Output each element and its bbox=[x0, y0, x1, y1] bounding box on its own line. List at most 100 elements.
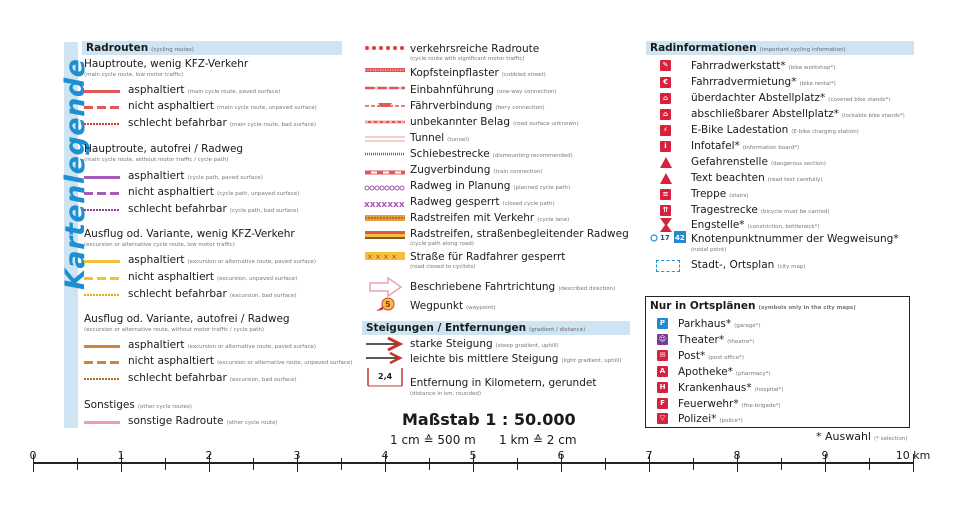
scale-major-tick bbox=[121, 454, 122, 472]
scale-minor-tick bbox=[253, 458, 254, 470]
scale-major-tick bbox=[385, 454, 386, 472]
hospital-icon: H bbox=[657, 382, 668, 393]
symbol-other-route bbox=[84, 421, 120, 424]
parking-icon: P bbox=[657, 318, 668, 329]
scale-major-tick bbox=[561, 454, 562, 472]
legend-item: Radweg in Planung (planned cycle path) bbox=[410, 180, 571, 192]
scale-major-tick bbox=[33, 454, 34, 472]
legend-item: nicht asphaltiert (cycle path, unpaved su… bbox=[128, 186, 300, 198]
legend-item: Apotheke* (pharmacy*) bbox=[678, 366, 771, 378]
group-title: Hauptroute, autofrei / Radweg bbox=[84, 143, 244, 155]
scale-tick-label: 0 bbox=[29, 449, 37, 462]
group-title: Ausflug od. Variante, wenig KFZ-Verkehr bbox=[84, 228, 295, 240]
cycle-lane-symbol bbox=[365, 215, 405, 221]
legend-item: verkehrsreiche Radroute bbox=[410, 43, 540, 55]
legend-item: abschließbarer Abstellplatz* (lockable bi… bbox=[691, 108, 905, 120]
scale-major-tick bbox=[649, 454, 650, 472]
legend-item: Kopfsteinpflaster (cobbled street) bbox=[410, 67, 546, 79]
scale-conversion-cm: 1 cm ≙ 500 m bbox=[390, 433, 476, 447]
scale-tick-label: 8 bbox=[733, 449, 741, 462]
symbol-main-unpaved bbox=[84, 106, 120, 109]
legend-item: Stadt-, Ortsplan (city map) bbox=[691, 259, 806, 271]
danger-icon bbox=[660, 157, 672, 168]
item-sub: (road closed to cyclists) bbox=[410, 264, 476, 270]
scale-minor-tick bbox=[869, 458, 870, 470]
light-gradient-icon bbox=[366, 351, 403, 365]
svg-text:× × × ×: × × × × bbox=[367, 253, 397, 261]
scale-title: Maßstab 1 : 50.000 bbox=[402, 410, 576, 429]
scale-minor-tick bbox=[165, 458, 166, 470]
item-sub: (distance in km, rounded) bbox=[410, 391, 481, 397]
scale-minor-tick bbox=[341, 458, 342, 470]
symbol-excursion-bad bbox=[84, 294, 120, 296]
train-symbol bbox=[365, 170, 405, 175]
scale-major-tick bbox=[913, 454, 914, 472]
legend-item: asphaltiert (excursion or alternative rou… bbox=[128, 254, 317, 266]
scale-minor-tick bbox=[517, 458, 518, 470]
legend-item: Gefahrenstelle (dangerous section) bbox=[691, 156, 826, 168]
header-sub: (important cycling information) bbox=[759, 47, 846, 53]
header-gradients: Steigungen / Entfernungen (gradient / dis… bbox=[362, 321, 630, 335]
legend-item: nicht asphaltiert (excursion, unpaved sur… bbox=[128, 271, 298, 283]
scale-major-tick bbox=[297, 454, 298, 472]
group-sub: (excursion or alternative cycle route, l… bbox=[84, 242, 235, 248]
legend-item: überdachter Abstellplatz* (covered bike s… bbox=[691, 92, 891, 104]
header-cycling-info: Radinformationen (important cycling infor… bbox=[646, 41, 914, 55]
node-number-icon: 17 42 bbox=[650, 231, 686, 243]
covered-parking-icon: ⌂ bbox=[660, 93, 671, 104]
scale-major-tick bbox=[737, 454, 738, 472]
waypoint-icon: 5 bbox=[376, 297, 395, 311]
symbol-path-bad bbox=[84, 209, 120, 211]
gradient-symbols: 2,4 bbox=[366, 336, 404, 387]
group-title: Sonstiges (other cycle routes) bbox=[84, 399, 192, 411]
city-map-symbols-box bbox=[645, 296, 910, 428]
pharmacy-icon: A bbox=[657, 366, 668, 377]
legend-item: Schiebestrecke (dismounting recommended) bbox=[410, 148, 573, 160]
post-icon: ✉ bbox=[657, 350, 668, 361]
header-sub: (cycling routes) bbox=[151, 47, 194, 53]
legend-item: starke Steigung (steep gradient, uphill) bbox=[410, 338, 559, 350]
scale-tick-label: 5 bbox=[469, 449, 477, 462]
legend-item: schlecht befahrbar (excursion, bad surfac… bbox=[128, 372, 297, 384]
selection-note: * Auswahl (* selection) bbox=[816, 430, 908, 443]
legend-item: E-Bike Ladestation (E-bike charging stati… bbox=[691, 124, 859, 136]
legend-item: Fahrradwerkstatt* (bike workshop*) bbox=[691, 60, 836, 72]
carry-icon: ⇈ bbox=[660, 205, 671, 216]
group-title: Ausflug od. Variante, autofrei / Radweg bbox=[84, 313, 290, 325]
header-label: Steigungen / Entfernungen bbox=[366, 322, 527, 334]
symbol-path-paved bbox=[84, 176, 120, 179]
road-path-symbol bbox=[365, 231, 405, 239]
node-number-b: 42 bbox=[675, 234, 685, 242]
legend-item: schlecht befahrbar (cycle path, bad surfa… bbox=[128, 203, 299, 215]
item-sub: (cycle route with significant motor traf… bbox=[410, 56, 525, 62]
scale-tick-label: 2 bbox=[205, 449, 213, 462]
symbol-path-unpaved bbox=[84, 192, 120, 195]
theater-icon: ☺ bbox=[657, 334, 668, 345]
scale-minor-tick bbox=[605, 458, 606, 470]
scale-major-tick bbox=[209, 454, 210, 472]
text-note-icon bbox=[660, 173, 672, 184]
distance-icon: 2,4 bbox=[367, 368, 403, 387]
legend-item: Text beachten (read text carefully) bbox=[691, 172, 823, 184]
cobble-symbol bbox=[365, 68, 405, 72]
legend-item: Radstreifen, straßenbegleitender Radweg bbox=[410, 228, 629, 240]
ferry-symbol bbox=[365, 103, 405, 107]
legend-item: Krankenhaus* (hospital*) bbox=[678, 382, 784, 394]
scale-tick-label: 9 bbox=[821, 449, 829, 462]
header-sub: (gradient / distance) bbox=[529, 327, 586, 333]
scale-minor-tick bbox=[693, 458, 694, 470]
scale-tick-label: 10 km bbox=[895, 449, 931, 462]
legend-item: Engstelle* (constriction, bottleneck*) bbox=[691, 219, 820, 231]
symbol-excursion-path-paved bbox=[84, 345, 120, 348]
legend-item: Tunnel (tunnel) bbox=[410, 132, 469, 144]
header-label: Radinformationen bbox=[650, 42, 757, 54]
legend-item: sonstige Radroute (other cycle route) bbox=[128, 415, 278, 427]
group-sub: (excursion or alternative route, without… bbox=[84, 327, 265, 333]
charging-icon: ⚡ bbox=[660, 125, 671, 136]
one-way-symbol bbox=[365, 84, 405, 92]
legend-item: Fahrradvermietung* (bike rental*) bbox=[691, 76, 836, 88]
waypoint-number: 5 bbox=[385, 300, 391, 309]
scale-tick-label: 3 bbox=[293, 449, 301, 462]
item-sub: (nodal point) bbox=[691, 247, 727, 253]
scale-major-tick bbox=[825, 454, 826, 472]
